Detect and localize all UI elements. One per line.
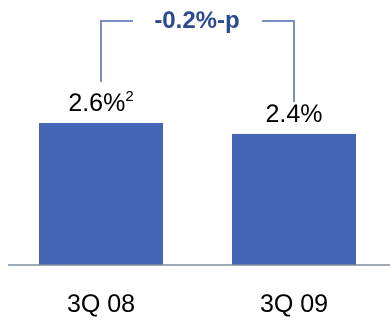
category-label-2: 3Q 09 <box>260 290 328 318</box>
bars-group <box>39 123 356 265</box>
bar-1 <box>39 123 163 265</box>
category-labels-group: 3Q 08 3Q 09 <box>67 290 328 318</box>
value-label-1: 2.6%2 <box>68 88 133 117</box>
value-label-superscript: 2 <box>125 88 133 105</box>
change-annotation: -0.2%-p <box>154 7 239 34</box>
bar-2 <box>232 133 356 265</box>
category-label-1: 3Q 08 <box>67 290 135 318</box>
value-labels-group: 2.6%2 2.4% <box>68 88 322 128</box>
change-bracket <box>100 20 295 102</box>
value-label-2: 2.4% <box>266 100 323 128</box>
